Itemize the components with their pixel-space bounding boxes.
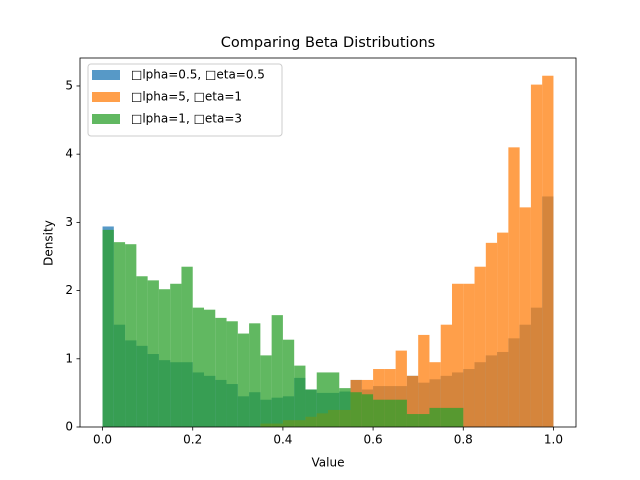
histogram-bar: [440, 407, 452, 427]
histogram-bar: [440, 324, 452, 427]
histogram-bar: [373, 399, 385, 427]
histogram-bar: [294, 365, 306, 427]
histogram-bar: [125, 244, 137, 427]
histogram-bar: [519, 207, 531, 427]
histogram-bar: [282, 339, 295, 427]
histogram-bar: [395, 350, 407, 427]
histogram-bar: [406, 414, 419, 427]
legend-label: □lpha=5, □eta=1: [131, 90, 242, 104]
legend-swatch: [92, 70, 120, 80]
x-tick-label: 0.0: [93, 433, 112, 447]
legend-swatch: [92, 114, 120, 124]
legend-swatch: [92, 92, 120, 102]
histogram-bar: [474, 266, 486, 427]
y-axis-label: Density: [42, 220, 56, 266]
x-axis-label: Value: [312, 456, 345, 470]
histogram-bar: [530, 84, 543, 427]
histogram-bar: [406, 375, 419, 427]
histogram-bar: [260, 355, 272, 427]
x-tick-label: 0.6: [364, 433, 383, 447]
histogram-bar: [328, 372, 340, 427]
histogram-bar: [215, 317, 227, 427]
histogram-bar: [361, 394, 374, 427]
x-tick-label: 0.8: [454, 433, 473, 447]
legend-label: □lpha=1, □eta=3: [131, 112, 242, 126]
histogram-bar: [147, 280, 159, 427]
y-tick-label: 3: [65, 215, 73, 229]
y-tick-label: 1: [65, 351, 73, 365]
histogram-bar: [452, 283, 464, 427]
histogram-bar: [170, 283, 182, 427]
y-tick-label: 5: [65, 78, 73, 92]
histogram-bar: [429, 362, 441, 427]
histogram-bar: [463, 283, 475, 427]
histogram-bar: [339, 388, 351, 427]
histogram-bar: [395, 399, 407, 427]
histogram-bar: [497, 232, 509, 427]
histogram-bar: [384, 369, 396, 427]
histogram-bar: [237, 333, 250, 427]
histogram-bar: [158, 289, 171, 427]
y-tick-label: 4: [65, 147, 73, 161]
plot-frame: [79, 57, 577, 428]
legend-label: □lpha=0.5, □eta=0.5: [131, 68, 265, 82]
histogram-bar: [542, 75, 554, 427]
histogram-bar: [373, 369, 385, 427]
histogram-bar: [485, 242, 498, 427]
histogram-bar: [452, 407, 464, 427]
legend-box: [87, 63, 283, 137]
histogram-bar: [113, 242, 126, 427]
x-tick-label: 1.0: [544, 433, 563, 447]
histogram-bar: [418, 334, 430, 427]
histogram-bar: [192, 307, 204, 427]
histogram-bar: [384, 399, 396, 427]
histogram-bar: [508, 147, 520, 427]
histogram-bar: [226, 321, 238, 427]
histogram-bar: [136, 276, 148, 427]
histogram-bar: [429, 407, 441, 427]
histogram-bar: [204, 309, 216, 427]
chart-title: Comparing Beta Distributions: [221, 35, 435, 51]
x-tick-label: 0.2: [183, 433, 202, 447]
histogram-bar: [249, 323, 261, 427]
histogram-bar: [271, 315, 283, 427]
histogram-bar: [350, 392, 362, 427]
histogram-bar: [305, 389, 317, 427]
y-tick-label: 2: [65, 283, 73, 297]
histogram-bar: [316, 372, 328, 427]
histogram-bar: [102, 229, 114, 427]
y-tick-label: 0: [65, 420, 73, 434]
histogram-bar: [181, 266, 193, 427]
x-tick-label: 0.4: [273, 433, 292, 447]
histogram-bar: [418, 414, 430, 427]
